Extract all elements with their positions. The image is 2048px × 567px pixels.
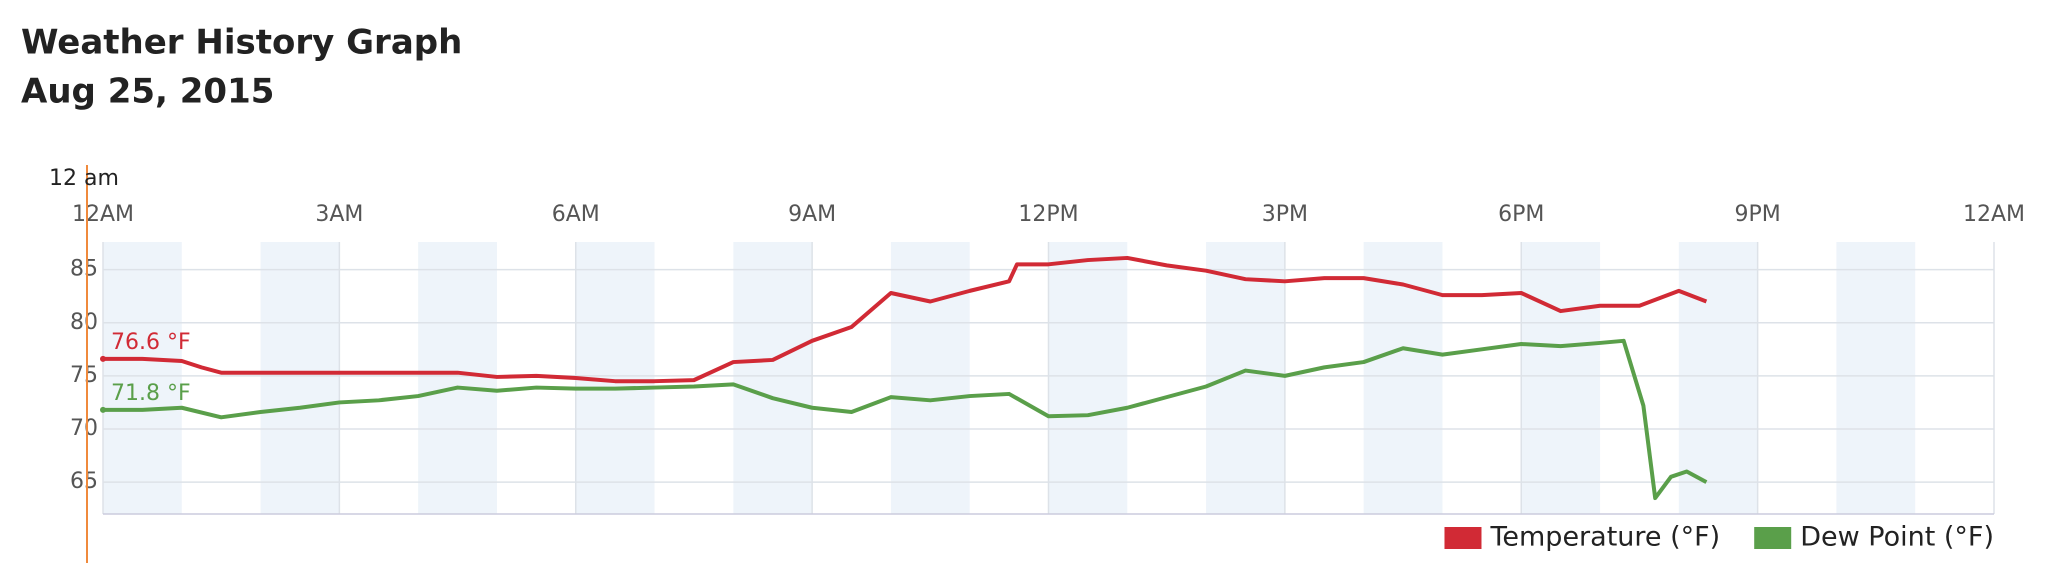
cursor-label: 12 am — [49, 166, 119, 191]
cursor-point — [100, 355, 106, 362]
page-title: Weather History Graph — [21, 23, 462, 63]
y-tick-label: 70 — [70, 416, 98, 441]
hour-band — [1678, 242, 1758, 514]
x-tick-label: 12PM — [1018, 202, 1078, 227]
x-tick-label: 3PM — [1262, 202, 1308, 227]
x-tick-label: 9PM — [1735, 202, 1781, 227]
cursor-readout: 71.8 °F — [111, 381, 191, 406]
legend-swatch — [1444, 527, 1482, 549]
cursor-point — [100, 406, 106, 413]
x-tick-label: 9AM — [788, 202, 836, 227]
page-date: Aug 25, 2015 — [21, 72, 274, 112]
hour-band — [1521, 242, 1601, 514]
legend-label: Temperature (°F) — [1489, 522, 1720, 553]
series-line — [103, 338, 1708, 501]
hour-band — [1363, 242, 1443, 514]
legend-swatch — [1754, 527, 1792, 549]
series-line — [103, 255, 1708, 384]
cursor-readout: 76.6 °F — [111, 330, 191, 355]
hour-band — [103, 242, 182, 514]
legend-label: Dew Point (°F) — [1800, 522, 1994, 553]
x-tick-label: 6PM — [1498, 202, 1544, 227]
x-tick-label: 6AM — [552, 202, 600, 227]
x-tick-label: 12AM — [72, 202, 134, 227]
x-tick-label: 3AM — [315, 202, 363, 227]
y-tick-label: 65 — [70, 469, 98, 494]
hour-band — [1836, 242, 1916, 514]
y-tick-label: 80 — [70, 310, 98, 335]
y-tick-label: 75 — [70, 363, 98, 388]
x-tick-label: 12AM — [1963, 202, 2025, 227]
hour-band — [733, 242, 813, 514]
hour-band — [418, 242, 497, 514]
hour-band — [1048, 242, 1128, 514]
y-tick-label: 85 — [70, 257, 98, 282]
hour-band — [890, 242, 970, 514]
hour-band — [260, 242, 340, 514]
hour-band — [1206, 242, 1285, 514]
